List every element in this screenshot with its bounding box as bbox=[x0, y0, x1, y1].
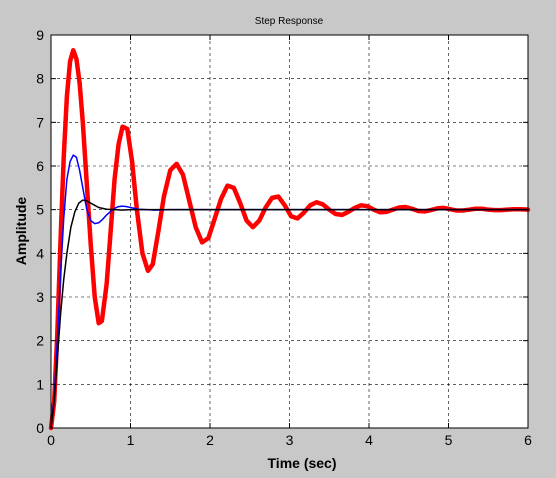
x-tick-label: 0 bbox=[47, 432, 55, 448]
y-tick-label: 1 bbox=[36, 376, 44, 392]
y-tick-label: 3 bbox=[36, 289, 44, 305]
y-tick-labels: 0 1 2 3 4 5 6 7 8 9 bbox=[36, 27, 44, 436]
y-tick-label: 6 bbox=[36, 158, 44, 174]
tick-marks bbox=[50, 34, 529, 429]
y-tick-label: 5 bbox=[36, 202, 44, 218]
y-tick-label: 9 bbox=[36, 27, 44, 43]
series-group bbox=[48, 48, 531, 431]
series-line-1 bbox=[48, 48, 531, 431]
x-tick-label: 2 bbox=[206, 432, 214, 448]
y-tick-label: 8 bbox=[36, 71, 44, 87]
y-tick-label: 2 bbox=[36, 333, 44, 349]
y-axis-label: Amplitude bbox=[13, 197, 29, 266]
y-tick-label: 0 bbox=[36, 420, 44, 436]
x-axis-label: Time (sec) bbox=[268, 455, 337, 471]
x-tick-label: 6 bbox=[524, 432, 532, 448]
plot-area bbox=[51, 35, 528, 428]
chart-title: Step Response bbox=[255, 16, 324, 27]
y-tick-label: 7 bbox=[36, 114, 44, 130]
y-tick-label: 4 bbox=[36, 245, 44, 261]
x-tick-label: 4 bbox=[365, 432, 373, 448]
series-line-3 bbox=[50, 199, 529, 429]
x-tick-label: 3 bbox=[286, 432, 294, 448]
x-tick-label: 5 bbox=[445, 432, 453, 448]
x-tick-label: 1 bbox=[127, 432, 135, 448]
x-tick-labels: 0 1 2 3 4 5 6 bbox=[47, 432, 532, 448]
